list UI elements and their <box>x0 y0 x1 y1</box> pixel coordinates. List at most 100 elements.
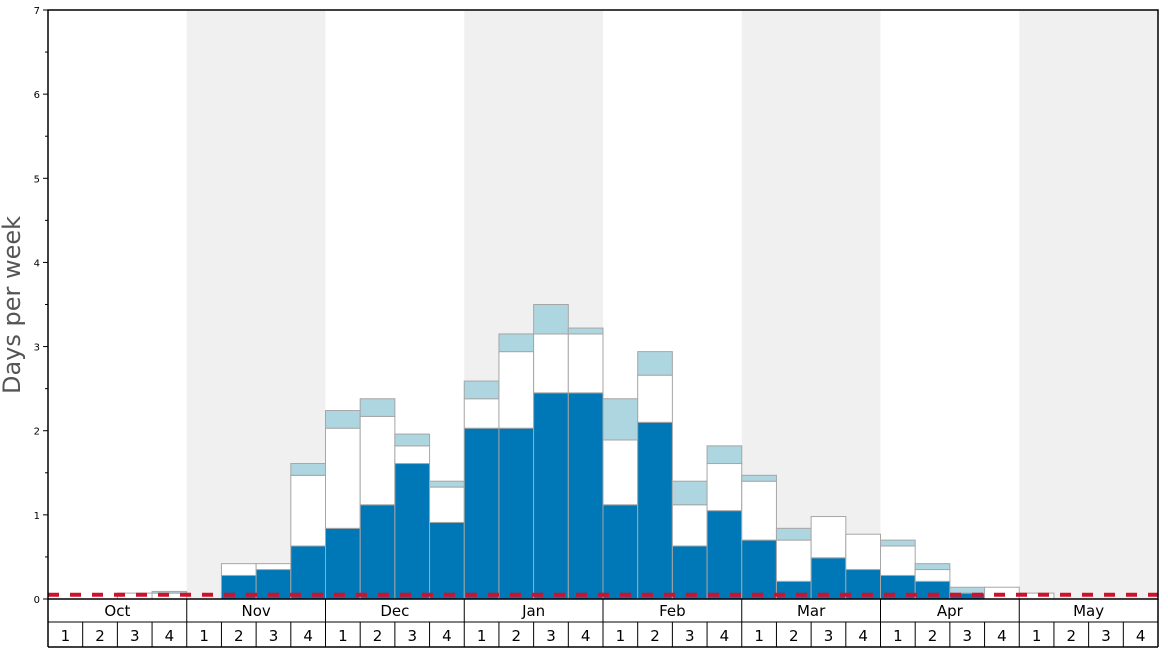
week-label: 1 <box>199 627 209 645</box>
bar-segment <box>602 439 639 506</box>
bar-segment <box>671 480 708 506</box>
month-label: Mar <box>797 602 826 620</box>
week-label: 1 <box>893 627 903 645</box>
week-label: 3 <box>130 627 140 645</box>
y-tick-label: 0 <box>34 595 40 606</box>
bar-segment <box>151 590 188 594</box>
week-label: 4 <box>858 627 868 645</box>
week-label: 1 <box>1032 627 1042 645</box>
bar-segment <box>498 427 535 600</box>
bar-segment <box>255 563 292 571</box>
week-label: 3 <box>546 627 556 645</box>
bar-segment <box>671 545 708 600</box>
bar-segment <box>602 398 639 441</box>
y-tick-label: 5 <box>34 174 40 185</box>
bar-segment <box>637 351 673 376</box>
week-label: 3 <box>824 627 834 645</box>
week-label: 1 <box>477 627 487 645</box>
bar-segment <box>498 351 535 429</box>
week-label: 4 <box>997 627 1007 645</box>
bar-segment <box>741 474 777 482</box>
bar-segment <box>810 516 847 559</box>
bar-segment <box>845 533 881 571</box>
bar-segment <box>463 380 500 400</box>
week-label: 2 <box>650 627 660 645</box>
bar-segment <box>914 569 951 582</box>
bar-segment <box>741 480 777 541</box>
week-label: 3 <box>962 627 972 645</box>
bar-segment <box>671 504 708 547</box>
month-label: Jan <box>521 602 545 620</box>
month-label: Dec <box>380 602 409 620</box>
month-label: Feb <box>659 602 686 620</box>
bar-segment <box>533 333 569 394</box>
bar-segment <box>533 392 569 600</box>
plot-frame <box>47 9 1159 600</box>
week-label: 1 <box>616 627 626 645</box>
bar-segment <box>775 527 812 541</box>
bar-segment <box>290 545 326 600</box>
bar-segment <box>567 327 604 335</box>
bar-segment <box>429 480 465 488</box>
bar-segment <box>706 445 743 465</box>
week-label: 3 <box>269 627 279 645</box>
bar-segment <box>325 410 361 429</box>
y-tick-label: 3 <box>34 343 40 354</box>
bar-segment <box>429 486 465 523</box>
bar-segment <box>394 445 431 465</box>
week-label: 2 <box>95 627 105 645</box>
bar-segment <box>498 333 535 353</box>
week-label: 4 <box>165 627 175 645</box>
week-label: 4 <box>303 627 313 645</box>
week-label: 2 <box>373 627 383 645</box>
bar-segment <box>290 463 326 476</box>
bar-segment <box>637 374 673 423</box>
bar-segment <box>880 539 916 547</box>
bar-segment <box>775 539 812 582</box>
x-axis: Oct Nov Dec Jan Feb Mar Apr May 1 2 3 4 1 2 3 4 1 2 3 4 1 2 3 4… <box>47 599 1159 648</box>
bar-segment <box>810 557 847 600</box>
bar-segment <box>429 521 465 600</box>
bar-segment <box>637 421 673 600</box>
month-label: Apr <box>937 602 964 620</box>
month-band <box>1019 10 1158 599</box>
bar-segment <box>880 545 916 576</box>
week-label: 2 <box>928 627 938 645</box>
y-tick-label: 4 <box>34 258 40 269</box>
y-tick-label: 6 <box>34 90 40 101</box>
week-label: 4 <box>1136 627 1146 645</box>
bar-segment <box>741 539 777 600</box>
bar-segment <box>394 463 431 600</box>
y-tick-label: 2 <box>34 427 40 438</box>
week-label: 2 <box>512 627 522 645</box>
bar-segment <box>706 510 743 600</box>
week-label: 4 <box>581 627 591 645</box>
bar-segment <box>290 474 326 547</box>
week-label: 3 <box>407 627 417 645</box>
bar-segment <box>567 392 604 600</box>
bar-segment <box>949 586 986 594</box>
week-label: 4 <box>442 627 452 645</box>
month-label: Oct <box>104 602 130 620</box>
bar-segment <box>359 398 396 417</box>
bar-segment <box>359 415 396 506</box>
bar-segment <box>602 504 639 600</box>
bar-segment <box>220 563 257 576</box>
month-label: May <box>1073 602 1104 620</box>
bar-segment <box>914 563 951 571</box>
bar-segment <box>325 527 361 600</box>
week-label: 3 <box>1101 627 1111 645</box>
bar-segment <box>533 304 569 335</box>
y-axis-label: Days per week <box>0 216 26 394</box>
bar-segment <box>359 504 396 600</box>
y-tick-label: 7 <box>34 6 40 17</box>
y-axis: 0 1 2 3 4 5 6 7 <box>34 6 48 606</box>
week-label: 2 <box>789 627 799 645</box>
bar-segment <box>394 433 431 447</box>
bar-segment <box>325 427 361 529</box>
week-label: 3 <box>685 627 695 645</box>
bar-segment <box>463 427 500 600</box>
month-label: Nov <box>241 602 270 620</box>
bar-segment <box>463 398 500 429</box>
